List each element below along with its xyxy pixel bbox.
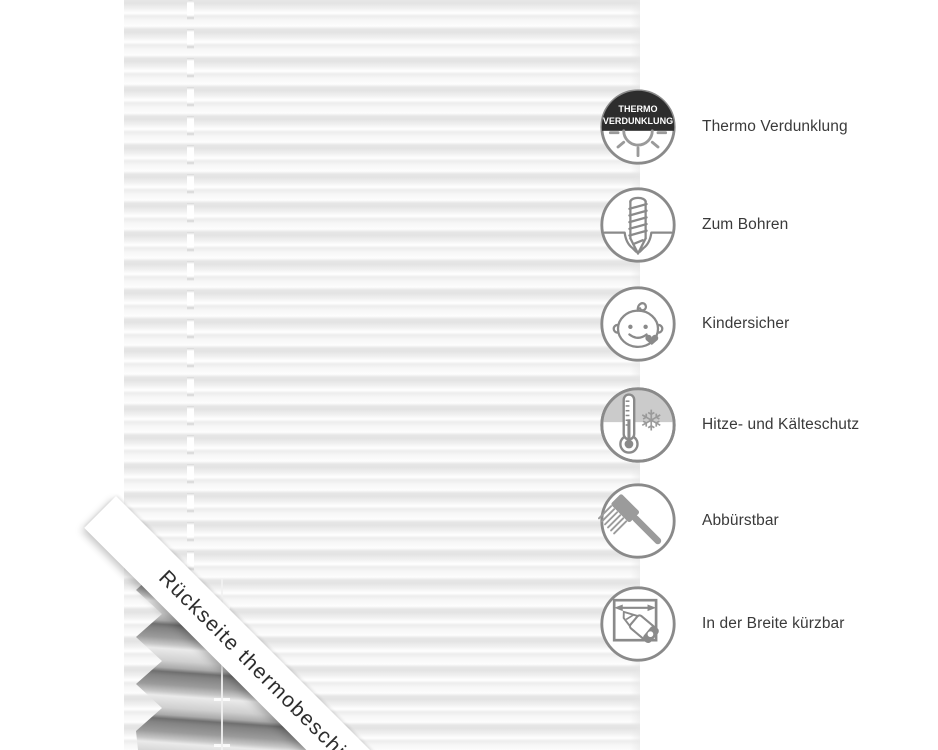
feature-thermo-verdunklung: THERMO VERDUNKLUNG Thermo Verdunklung — [598, 87, 848, 167]
svg-text:VERDUNKLUNG: VERDUNKLUNG — [603, 116, 673, 126]
drill-screw-icon — [598, 185, 678, 265]
svg-text:THERMO: THERMO — [618, 104, 657, 114]
thermo-verdunklung-icon: THERMO VERDUNKLUNG — [598, 87, 678, 167]
feature-label: Abbürstbar — [702, 512, 779, 529]
feature-label: Kindersicher — [702, 315, 790, 332]
blind-cord — [187, 0, 194, 750]
blind-right-edge — [630, 0, 640, 750]
heat-cold-protection-icon: ❄ — [598, 385, 678, 465]
feature-label: Zum Bohren — [702, 216, 789, 233]
width-cuttable-icon — [598, 584, 678, 664]
feature-kindersicher: Kindersicher — [598, 284, 789, 364]
feature-label: Thermo Verdunklung — [702, 118, 848, 135]
child-safe-icon — [598, 284, 678, 364]
feature-label: In der Breite kürzbar — [702, 615, 845, 632]
feature-abbuerstbar: Abbürstbar — [598, 481, 779, 561]
feature-hitze-kaelteschutz: ❄ Hitze- und Kälteschutz — [598, 385, 859, 465]
feature-label: Hitze- und Kälteschutz — [702, 416, 860, 433]
feature-breite-kuerzbar: In der Breite kürzbar — [598, 584, 845, 664]
brush-icon — [598, 481, 678, 561]
snowflake-icon: ❄ — [639, 404, 663, 438]
feature-zum-bohren: Zum Bohren — [598, 185, 788, 265]
